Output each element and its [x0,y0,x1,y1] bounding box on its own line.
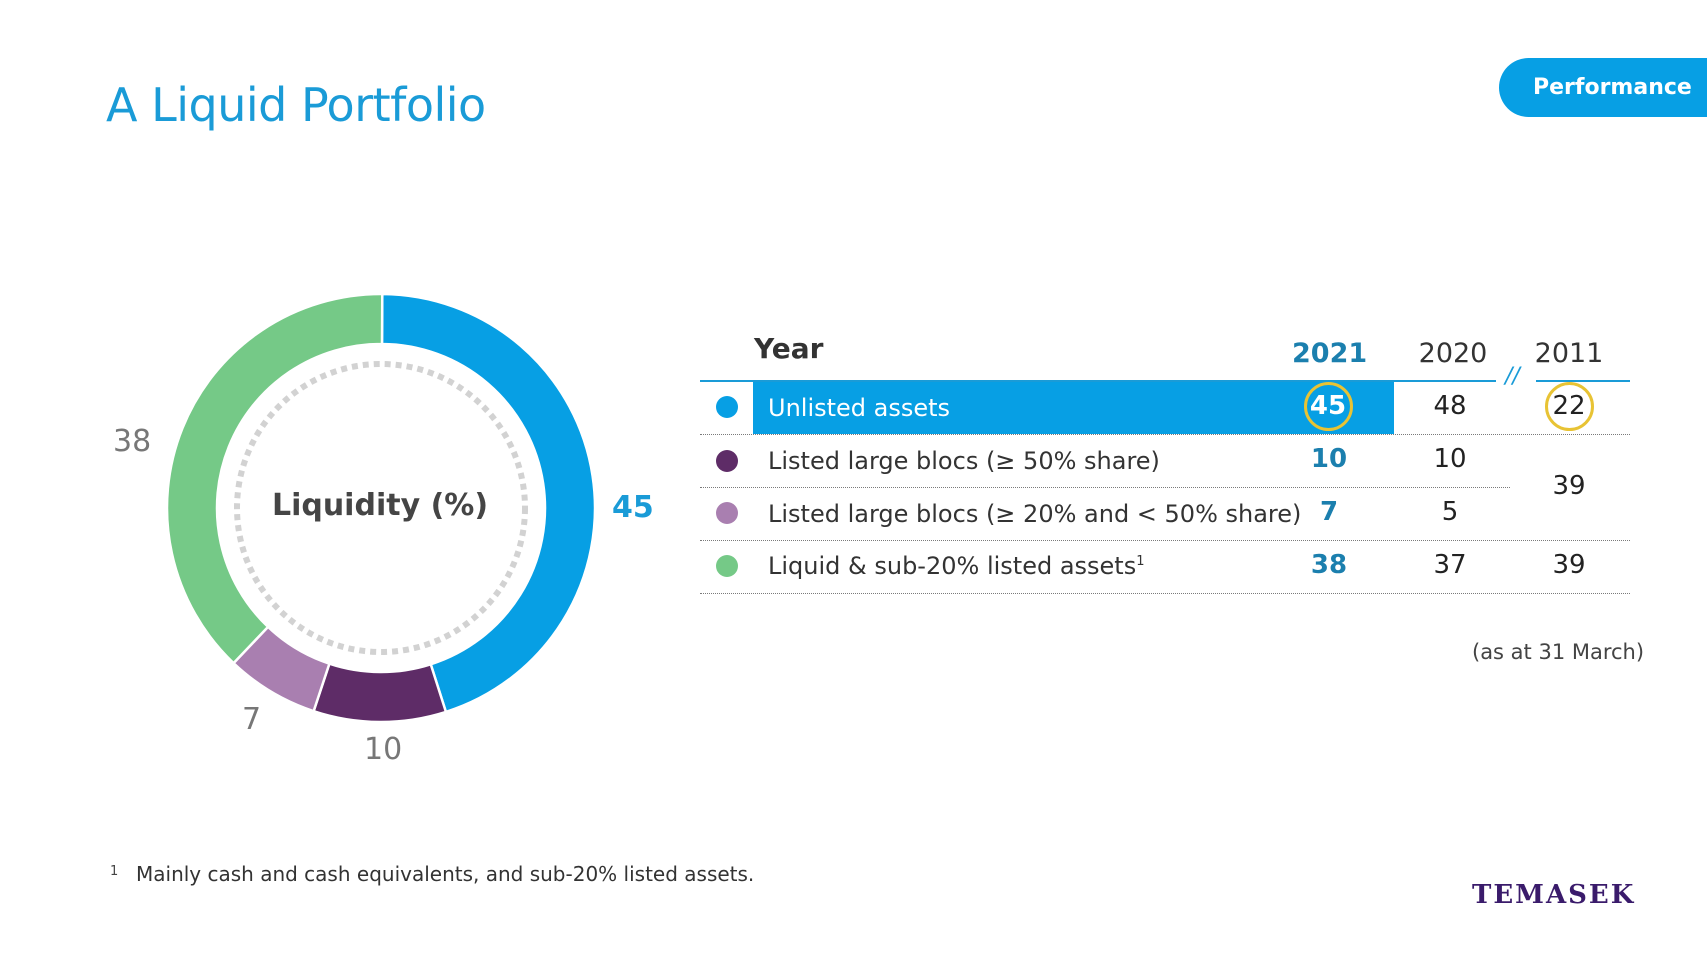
cell-2021-large-bloc-50: 10 [1310,444,1348,474]
donut-inner-dashed-ring [234,361,528,655]
table-header-2020: 2020 [1418,338,1488,369]
table-header-2021: 2021 [1292,338,1368,369]
row-divider [700,487,1510,488]
slice-label-large-bloc-20: 7 [242,702,262,737]
temasek-logo: TEMASEK [1472,880,1636,910]
cell-2011-large-blocs-merged: 39 [1552,471,1586,501]
legend-dot-unlisted [716,396,738,418]
row-label-liquid: Liquid & sub-20% listed assets1 [768,552,1145,580]
cell-2020-unlisted: 48 [1433,391,1467,421]
footnote-ref: 1 [1136,554,1145,569]
table-rule [1394,380,1496,382]
donut-center-title: Liquidity (%) [271,488,489,523]
donut-slice-unlisted [380,292,597,714]
slice-label-liquid: 38 [113,424,152,459]
footnote-text: Mainly cash and cash equivalents, and su… [136,862,755,886]
donut-slice-large-bloc-50 [312,662,448,724]
row-label-large-bloc-20: Listed large blocs (≥ 20% and < 50% shar… [768,500,1302,528]
row-divider [700,434,1630,435]
donut-slice-liquid [165,292,384,665]
legend-dot-large-bloc-50 [716,450,738,472]
slice-label-unlisted: 45 [612,490,654,525]
cell-2021-large-bloc-20: 7 [1319,497,1339,527]
row-label-large-bloc-50: Listed large blocs (≥ 50% share) [768,447,1160,475]
axis-break-mark: // [1505,364,1520,389]
legend-dot-large-bloc-20 [716,502,738,524]
table-rule [1536,380,1630,382]
highlight-circle-2021 [1304,382,1353,431]
slice-label-large-bloc-50: 10 [364,732,403,767]
table-rule [700,380,1394,382]
footnote-marker: 1 [110,864,119,879]
row-label-liquid-text: Liquid & sub-20% listed assets [768,552,1137,580]
cell-2011-liquid: 39 [1552,550,1586,580]
as-at-note: (as at 31 March) [1472,640,1645,664]
table-header-2011: 2011 [1534,338,1604,369]
legend-dot-liquid [716,555,738,577]
cell-2021-liquid: 38 [1310,550,1348,580]
highlight-circle-2011 [1545,382,1594,431]
section-tab-performance: Performance [1499,58,1707,117]
page-title: A Liquid Portfolio [106,78,486,132]
cell-2020-large-bloc-20: 5 [1441,497,1459,527]
cell-2020-large-bloc-50: 10 [1433,444,1467,474]
row-label-unlisted: Unlisted assets [768,394,951,422]
table-header-year: Year [754,332,824,365]
row-highlight [753,382,1394,434]
cell-2020-liquid: 37 [1433,550,1467,580]
row-divider [700,540,1630,541]
row-divider [700,593,1630,594]
